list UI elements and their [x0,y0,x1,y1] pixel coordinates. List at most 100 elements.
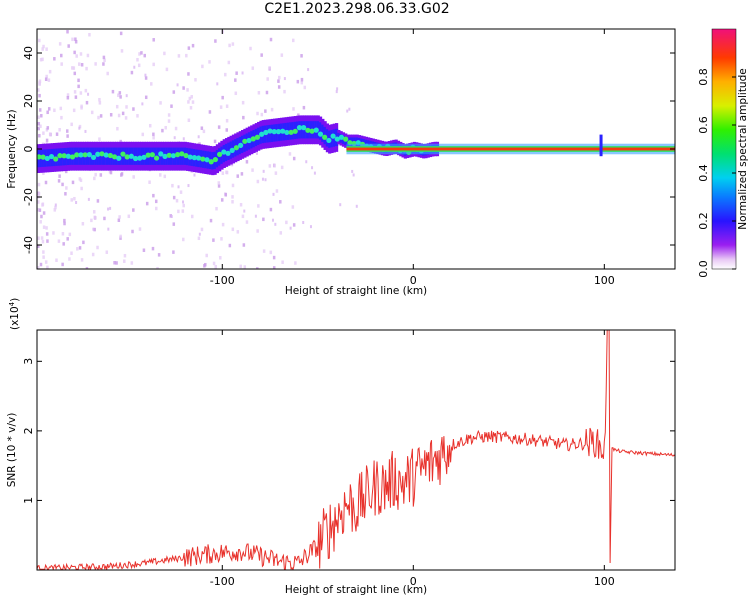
snr-xlabel: Height of straight line (km) [285,584,427,596]
noise-speckle [302,105,306,110]
noise-speckle [163,51,166,56]
noise-speckle [85,66,88,71]
noise-speckle [99,114,103,118]
noise-speckle [42,250,45,254]
noise-speckle [191,43,195,48]
noise-speckle [150,82,153,86]
noise-speckle [156,266,159,269]
noise-speckle [78,246,82,250]
noise-speckle [190,95,193,99]
noise-speckle [280,53,284,57]
noise-speckle [242,243,246,247]
colorbar-label: Normalized spectral amplitude [737,68,749,229]
ridge-peak [271,129,277,135]
noise-speckle [123,253,127,258]
noise-speckle [61,182,64,187]
noise-speckle [117,113,121,118]
ridge-peak [99,151,105,157]
noise-speckle [66,134,69,138]
ridge-peak [61,153,67,159]
noise-speckle [138,227,142,231]
noise-speckle [144,95,148,100]
noise-speckle [272,255,276,260]
noise-speckle [119,139,122,144]
noise-speckle [37,244,40,248]
x-tick-label: 0 [410,575,417,588]
ridge-peak [53,156,59,162]
ridge-peak [233,145,240,151]
narrowband-core [346,147,675,151]
noise-speckle [53,108,56,113]
noise-speckle [217,125,221,129]
noise-speckle [38,38,41,43]
noise-speckle [277,79,280,83]
y-tick-label: 40 [22,46,35,60]
noise-speckle [355,204,358,208]
noise-speckle [313,171,316,175]
y-tick-label: 1 [22,497,35,504]
noise-speckle [38,108,42,112]
noise-speckle [41,239,45,244]
noise-speckle [88,32,91,37]
noise-speckle [182,203,185,208]
ridge-peak [263,129,269,136]
noise-speckle [90,218,93,223]
snr-plot-area [37,330,675,570]
noise-speckle [303,85,307,90]
ridge-peak [90,154,97,161]
noise-speckle [93,215,97,220]
noise-speckle [42,44,45,49]
noise-speckle [231,227,235,232]
noise-speckle [72,108,76,113]
noise-speckle [171,183,174,188]
noise-speckle [45,232,49,236]
noise-speckle [242,115,245,120]
noise-speckle [198,232,201,236]
noise-speckle [71,180,75,185]
noise-speckle [74,39,78,44]
noise-speckle [224,193,228,197]
snr-ylabel: SNR (10 * v/v) [6,413,18,488]
noise-speckle [297,113,300,117]
colorbar-tick-label: 0.0 [697,260,710,278]
noise-speckle [288,152,292,156]
ridge-peak [280,128,286,134]
noise-speckle [45,141,49,146]
noise-speckle [74,95,78,99]
noise-speckle [59,106,63,111]
noise-speckle [40,214,43,219]
noise-speckle [279,231,283,235]
ridge-peak [57,153,63,159]
ridge-peak [204,157,210,163]
noise-speckle [45,138,49,143]
noise-speckle [121,111,125,116]
noise-speckle [55,258,58,262]
x-tick-label: 0 [410,274,417,287]
noise-speckle [189,106,193,110]
noise-speckle [66,29,69,34]
noise-speckle [55,132,59,136]
noise-speckle [283,89,286,94]
noise-speckle [120,173,123,177]
noise-speckle [64,192,67,196]
noise-speckle [41,47,44,51]
noise-speckle [142,248,146,252]
noise-speckle [151,246,155,251]
noise-speckle [219,105,223,109]
noise-speckle [68,257,71,261]
ridge-peak [292,128,298,134]
ridge-peak [48,153,55,160]
noise-speckle [208,110,212,114]
noise-speckle [106,71,109,76]
colorbar: 0.0 0.2 0.4 0.6 0.8 Normalized spectral ampl… [697,28,749,278]
noise-speckle [41,57,44,62]
ridge-peak [174,152,181,158]
noise-speckle [77,84,80,89]
noise-speckle [78,126,81,130]
ridge-peak [288,129,294,135]
ridge-peak [86,152,92,158]
noise-speckle [133,65,136,69]
noise-speckle [234,91,238,96]
noise-speckle [175,198,179,203]
y-tick-label: 20 [22,94,35,108]
